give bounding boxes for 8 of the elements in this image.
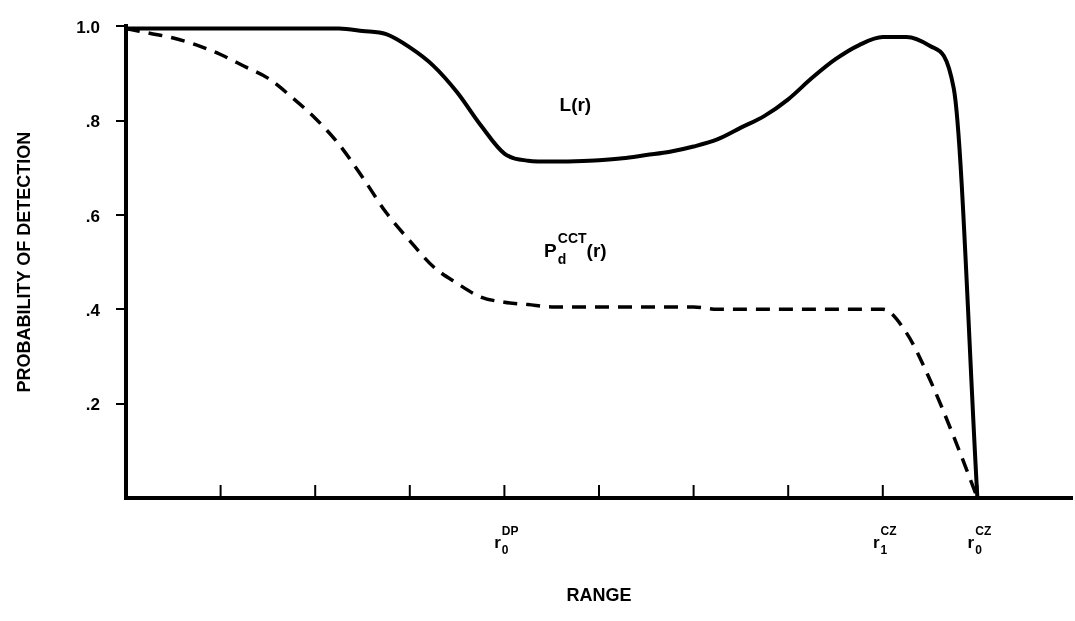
y-tick-label: .2 bbox=[85, 395, 100, 415]
y-tick-label: .6 bbox=[85, 206, 100, 226]
text: L(r) bbox=[559, 94, 592, 116]
y-tick-label: 1.0 bbox=[76, 17, 100, 37]
x-axis-title: RANGE bbox=[566, 585, 632, 606]
y-axis-title: PROBABILITY OF DETECTION bbox=[13, 131, 34, 393]
y-tick-label: .8 bbox=[85, 112, 100, 132]
y-tick-label: .4 bbox=[85, 300, 101, 320]
